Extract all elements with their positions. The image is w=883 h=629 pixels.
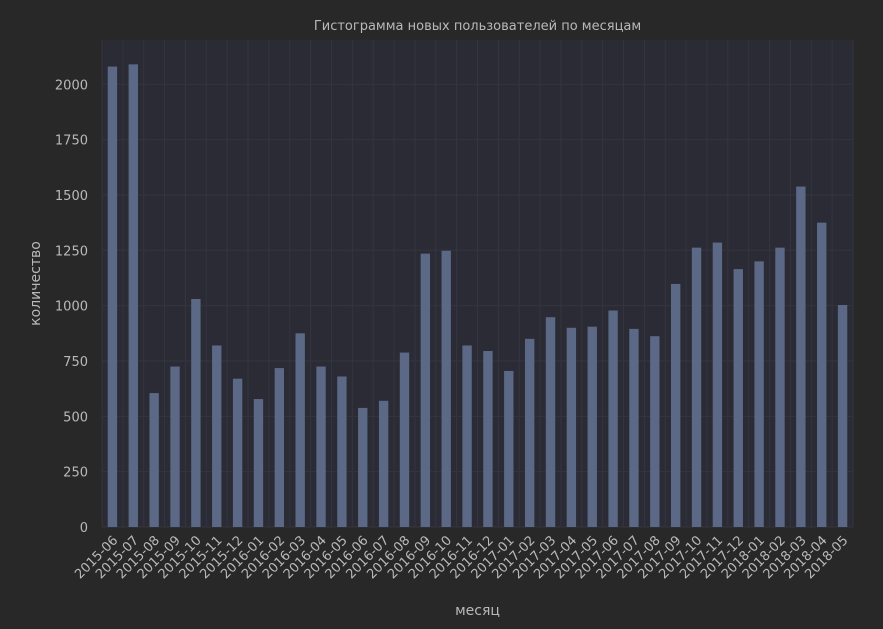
bar [274, 368, 285, 527]
bar [295, 333, 305, 527]
y-tick-label: 500 [63, 410, 88, 425]
bar [378, 400, 389, 527]
bar [337, 376, 347, 527]
bar [191, 298, 201, 527]
bar [128, 64, 138, 527]
bar [232, 378, 243, 527]
bar [504, 370, 514, 527]
y-tick-label: 750 [63, 355, 88, 370]
bar [754, 261, 764, 527]
bar [399, 352, 410, 527]
bar [712, 242, 723, 527]
y-tick-label: 1000 [55, 300, 88, 315]
x-axis-ticks: 2015-062015-072015-082015-092015-102015-… [72, 533, 851, 582]
chart-title: Гистограмма новых пользователей по месяц… [314, 19, 641, 34]
bar [796, 186, 806, 527]
bar [566, 327, 577, 527]
bar [775, 247, 785, 527]
bar [253, 399, 264, 527]
bar [837, 304, 848, 527]
x-axis-label: месяц [455, 603, 500, 619]
bar [587, 326, 597, 527]
bar [608, 310, 618, 527]
bar [462, 345, 472, 527]
bar [545, 317, 556, 527]
bar [170, 366, 180, 527]
bar [149, 393, 159, 527]
y-tick-label: 250 [63, 466, 88, 481]
bar [817, 222, 827, 527]
y-axis-label: количество [28, 241, 44, 326]
y-tick-label: 2000 [55, 78, 88, 93]
y-tick-label: 1250 [55, 244, 88, 259]
bar [524, 338, 535, 527]
grid-lines [101, 40, 854, 528]
bar [733, 269, 743, 527]
bars-group [107, 64, 848, 528]
bar [441, 250, 451, 528]
y-tick-label: 1500 [55, 189, 88, 204]
bar [212, 345, 222, 527]
bar [420, 253, 431, 527]
bar [358, 407, 368, 527]
y-tick-label: 1750 [55, 134, 88, 149]
bar [629, 328, 639, 527]
bar [650, 336, 660, 527]
bar [691, 247, 702, 527]
bar [107, 66, 118, 528]
bar [670, 283, 681, 527]
y-axis-ticks: 0 250 500 750 1000 1250 1500 1750 2000 [55, 78, 88, 536]
y-tick-label: 0 [80, 521, 88, 536]
bar [316, 366, 326, 527]
bar [483, 351, 493, 527]
